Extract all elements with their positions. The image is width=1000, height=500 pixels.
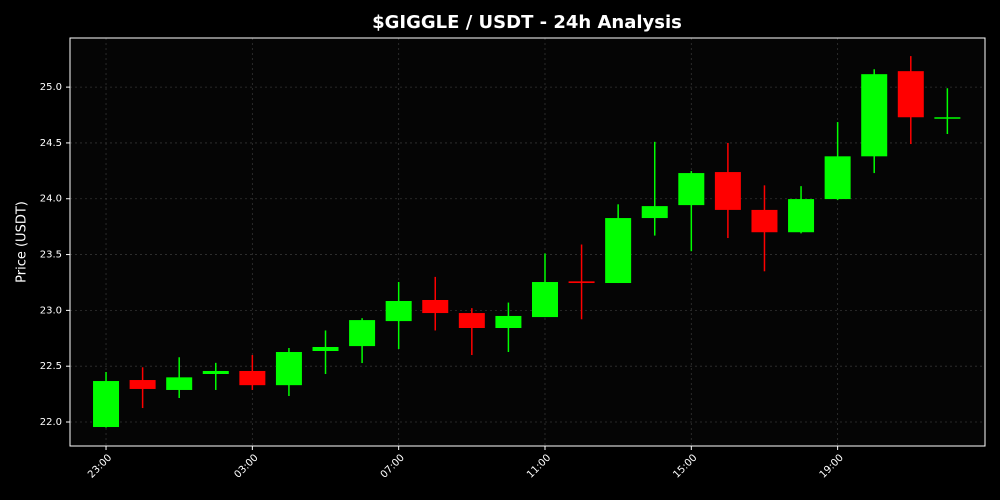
candle-body	[605, 218, 632, 284]
candle-body	[275, 352, 302, 386]
candle-body	[678, 173, 705, 206]
y-tick-label: 22.0	[40, 417, 62, 428]
candle-body	[641, 206, 668, 219]
y-tick-label: 22.5	[40, 361, 62, 372]
candle-body	[385, 300, 412, 322]
candle-body	[129, 380, 156, 389]
candle-body	[166, 377, 193, 390]
candle-body	[788, 199, 815, 233]
candle-body	[349, 320, 376, 347]
candle-body	[93, 381, 120, 428]
candle-body	[422, 299, 449, 314]
candle-body	[824, 156, 851, 200]
plot-frame	[69, 37, 986, 447]
candle-body	[751, 209, 778, 233]
candle-body	[312, 346, 339, 352]
candle-body	[934, 117, 961, 119]
y-tick-label: 23.5	[40, 250, 62, 261]
candle-body	[495, 315, 522, 329]
y-tick-label: 24.0	[40, 194, 62, 205]
candle-body	[861, 74, 888, 157]
y-axis-label: Price (USDT)	[15, 201, 30, 283]
chart-title: $GIGGLE / USDT - 24h Analysis	[372, 12, 682, 33]
candle-body	[239, 370, 266, 386]
candle-body	[202, 370, 229, 374]
candle-body	[714, 172, 741, 210]
y-tick-label: 23.0	[40, 305, 62, 316]
y-tick-label: 24.5	[40, 138, 62, 149]
candle-body	[897, 71, 924, 118]
candle-body	[568, 281, 595, 284]
y-tick-label: 25.0	[40, 82, 62, 93]
candle-body	[458, 313, 485, 329]
plot-area	[70, 38, 985, 446]
candle-body	[531, 282, 558, 318]
